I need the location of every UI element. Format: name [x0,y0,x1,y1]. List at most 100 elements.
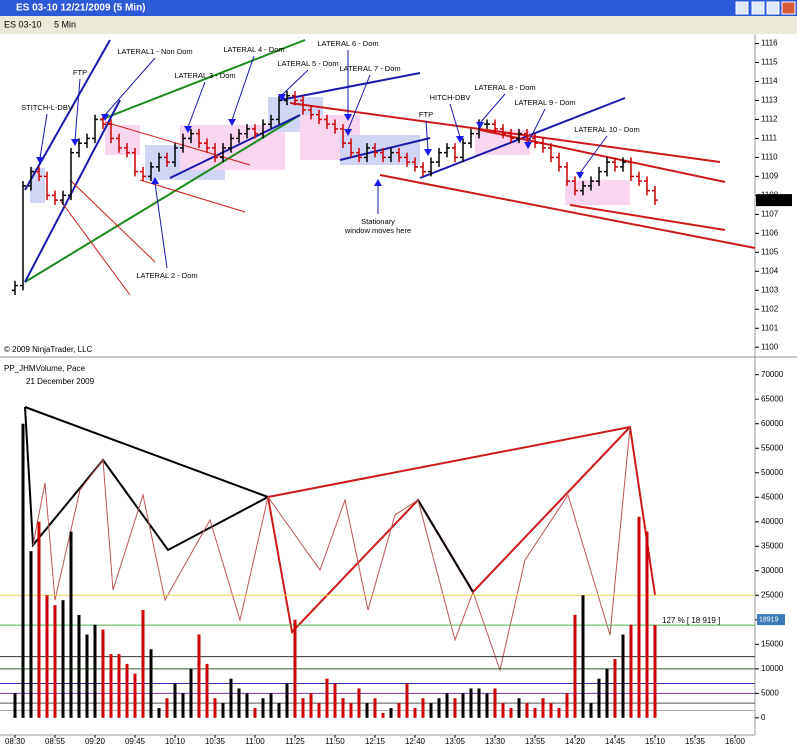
x-tick-label: 11:25 [285,737,305,746]
arrow-head [424,149,432,156]
annotation-arrow [39,113,48,159]
volume-bar [637,516,641,718]
volume-bar [565,693,569,718]
annotation-arrow [187,81,206,128]
volume-bar [301,698,305,718]
x-tick-label: 09:45 [125,737,146,746]
volume-bar [245,693,249,718]
volume-bar [629,624,633,718]
annotation: HITCH-DBV [430,93,471,102]
last-value-box [757,614,785,626]
y-tick-label: 50000 [761,468,784,477]
button[interactable] [751,1,765,15]
annotation: STITCH-L-DBV [21,103,73,112]
instrument[interactable]: ES 03-10 [4,19,42,29]
volume-bar [37,521,41,718]
volume-bar [149,649,153,718]
y-tick-label: 35000 [761,541,784,550]
volume-bar [445,693,449,718]
y-tick-label: 1113 [761,96,778,105]
annotation: LATERAL 3 - Dom [174,71,235,80]
volume-bar [397,703,401,718]
last-price-label: 1107.75 [759,195,788,204]
arrow-head [344,114,352,121]
y-tick-label: 1109 [761,171,779,180]
volume-bar [573,614,577,718]
volume-bar [365,703,369,718]
volume-bar [557,708,561,718]
volume-bar [157,708,161,718]
volume-bar [277,703,281,718]
x-tick-label: 13:55 [525,737,546,746]
volume-bar [541,698,545,718]
annotation-arrow [527,108,546,144]
annotation-arrow [347,74,371,131]
x-tick-label: 14:45 [605,737,626,746]
annotation-arrow [479,93,506,124]
volume-bar [293,619,297,718]
volume-bar [581,595,585,718]
annotation: LATERAL 10 - Dom [574,125,639,134]
x-tick-label: 16:00 [725,737,746,746]
arrow-head [576,172,584,179]
y-tick-label: 0 [761,713,766,722]
volume-bar [213,698,217,718]
volume-bar [501,703,505,718]
volume-bar [269,693,273,718]
annotation: LATERAL 7 - Dom [339,64,400,73]
x-tick-label: 14:20 [565,737,586,746]
button[interactable] [766,1,780,15]
volume-bar [133,673,137,718]
x-tick-label: 08:55 [45,737,66,746]
annotation: LATERAL 4 - Dom [223,45,284,54]
trendlines [24,39,756,296]
volume-bar [605,668,609,718]
y-tick-label: 5000 [761,688,779,697]
volume-bar [85,634,89,718]
y-tick-label: 1106 [761,228,779,237]
button[interactable] [735,1,749,15]
volume-bar [285,683,289,718]
volume-bar [493,688,497,718]
volume-bar [317,703,321,718]
y-tick-label: 1104 [761,266,779,275]
y-tick-label: 65000 [761,394,784,403]
volume-bar [357,688,361,718]
close-button[interactable] [781,1,796,15]
volume-bar [453,698,457,718]
y-tick-label: 1105 [761,247,779,256]
x-tick-label: 10:10 [165,737,186,746]
volume-bar [613,659,617,718]
volume-bar [237,688,241,718]
annotation: LATERAL1 - Non Dom [117,47,192,56]
x-tick-label: 15:35 [685,737,706,746]
volume-bar [77,614,81,718]
y-tick-label: 55000 [761,443,784,452]
volume-bar [93,624,97,718]
volume-bar [549,703,553,718]
volume-bar [117,654,121,718]
level-label: 127 % [ 18 919 ] [662,616,720,625]
annotation: FTP [419,110,433,119]
annotation-arrow [74,78,81,141]
annotation: LATERAL 8 - Dom [474,83,535,92]
volume-bar [509,708,513,718]
arrow-head [344,129,352,136]
annotation: FTP [73,68,87,77]
annotation-arrow [579,135,608,174]
annotation-arrow [281,69,309,96]
y-tick-label: 1114 [761,77,778,86]
volume-bar [429,703,433,718]
volume-bar [29,551,33,718]
volume-bar [13,693,17,718]
period[interactable]: 5 Min [54,19,76,29]
x-tick-label: 12:15 [365,737,386,746]
volume-bar [413,708,417,718]
annotation-arrow [104,57,156,116]
volume-bar [141,610,145,718]
arrow-head [228,119,236,126]
panel-title: PP_JHMVolume, Pace [4,364,85,373]
y-tick-label: 30000 [761,566,784,575]
y-tick-label: 1101 [761,323,779,332]
